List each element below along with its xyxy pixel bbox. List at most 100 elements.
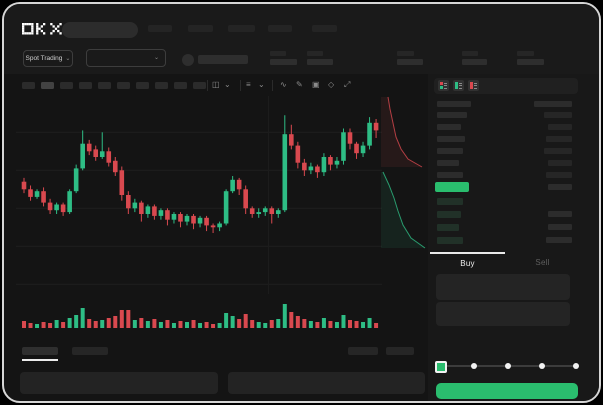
market-type-label: Spot Trading: [25, 55, 63, 62]
interval-button-3[interactable]: [79, 82, 92, 89]
interval-button-2[interactable]: [60, 82, 73, 89]
stat-value-4: [517, 59, 544, 65]
stat-label-3: [462, 51, 478, 56]
orderbook-header-left: [437, 101, 471, 107]
tab-buy[interactable]: Buy: [430, 252, 505, 272]
stat-value-0: [270, 59, 297, 65]
tab-sell[interactable]: Sell: [505, 252, 580, 272]
bottom-toolbar-block-1[interactable]: [386, 347, 414, 355]
settings-icon[interactable]: ◇: [328, 80, 335, 89]
bottom-tab-1[interactable]: [72, 347, 108, 355]
nav-item-0[interactable]: [148, 25, 172, 32]
orderbook-asks-icon[interactable]: [468, 80, 479, 91]
bottom-tab-active-underline: [22, 359, 58, 361]
market-type-dropdown[interactable]: Spot Trading ⌄: [23, 50, 73, 67]
slider-stop-75[interactable]: [539, 363, 545, 369]
last-price-amount: [548, 184, 572, 190]
pair-selector-dropdown[interactable]: ⌄: [86, 49, 166, 67]
indicators-icon[interactable]: ≡: [246, 80, 251, 89]
chevron-down-icon[interactable]: ⌄: [258, 80, 265, 89]
orderbook-both-icon[interactable]: [438, 80, 449, 91]
fullscreen-icon[interactable]: ⤢: [344, 80, 351, 89]
orderbook-icon-line: [474, 85, 477, 86]
nav-item-4[interactable]: [312, 25, 337, 32]
orderbook-icon-line: [459, 87, 462, 89]
orderbook-icon-line: [474, 82, 477, 84]
nav-item-2[interactable]: [228, 25, 255, 32]
ask-row-amount[interactable]: [548, 160, 572, 166]
last-price-bar[interactable]: [435, 182, 469, 192]
orderbook-icon-color-bar: [440, 82, 443, 85]
interval-button-5[interactable]: [117, 82, 130, 89]
orderbook-bids-icon[interactable]: [453, 80, 464, 91]
line-tools-icon[interactable]: ∿: [280, 80, 287, 89]
sell-tab-label: Sell: [535, 257, 550, 267]
interval-button-7[interactable]: [155, 82, 168, 89]
search-input[interactable]: [62, 22, 138, 38]
interval-button-8[interactable]: [174, 82, 187, 89]
stat-label-0: [270, 51, 286, 56]
percent-slider-handle[interactable]: [435, 361, 447, 373]
depth-chart[interactable]: [381, 95, 429, 253]
pair-name-placeholder: [198, 55, 248, 64]
bid-row-price[interactable]: [437, 198, 463, 205]
bottom-table-panel-1: [228, 372, 425, 394]
camera-snapshot-icon[interactable]: ▣: [312, 80, 320, 89]
candlestick-chart[interactable]: [16, 96, 382, 294]
bid-row-price[interactable]: [437, 224, 459, 231]
ask-row-amount[interactable]: [546, 136, 572, 142]
header-band: [4, 4, 599, 74]
ask-row-amount[interactable]: [548, 124, 572, 130]
interval-button-9[interactable]: [193, 82, 206, 89]
ask-row-price[interactable]: [437, 160, 459, 166]
ask-row-price[interactable]: [437, 172, 463, 178]
ask-row-amount[interactable]: [544, 112, 572, 118]
candle-style-icon[interactable]: ◫: [212, 80, 220, 89]
orderbook-icon-color-bar: [440, 85, 443, 89]
amount-field[interactable]: [436, 302, 570, 326]
chevron-down-icon: ⌄: [65, 55, 71, 62]
price-field[interactable]: [436, 274, 570, 300]
bottom-table-panel-0: [20, 372, 218, 394]
interval-button-6[interactable]: [136, 82, 149, 89]
volume-chart[interactable]: [16, 302, 382, 328]
bottom-toolbar-block-0[interactable]: [348, 347, 378, 355]
bid-row-amount[interactable]: [548, 224, 572, 230]
interval-button-1[interactable]: [41, 82, 54, 89]
orderbook-icon-line: [459, 82, 462, 84]
slider-stop-50[interactable]: [505, 363, 511, 369]
ask-row-amount[interactable]: [544, 148, 572, 154]
slider-stop-25[interactable]: [471, 363, 477, 369]
ask-row-price[interactable]: [437, 112, 467, 118]
orderbook-icon-line: [444, 82, 447, 84]
buy-submit-button[interactable]: [436, 383, 578, 399]
ask-row-price[interactable]: [437, 148, 463, 154]
orderbook-icon-line: [459, 85, 462, 86]
draw-icon[interactable]: ✎: [296, 80, 303, 89]
bottom-tab-0[interactable]: [22, 347, 58, 355]
orderbook-icon-color-bar: [455, 82, 458, 89]
interval-button-0[interactable]: [22, 82, 35, 89]
toolbar-divider: [207, 80, 208, 91]
ask-row-price[interactable]: [437, 124, 461, 130]
bid-row-amount[interactable]: [546, 237, 572, 243]
orderbook-icon-color-bar: [470, 82, 473, 89]
stat-value-1: [307, 59, 333, 65]
bid-row-amount[interactable]: [548, 211, 572, 217]
stat-value-3: [462, 59, 487, 65]
chevron-down-icon[interactable]: ⌄: [224, 80, 231, 89]
stat-label-2: [397, 51, 414, 56]
slider-stop-100[interactable]: [573, 363, 579, 369]
toolbar-divider: [240, 80, 241, 91]
ask-row-price[interactable]: [437, 136, 465, 142]
stat-label-1: [307, 51, 323, 56]
nav-item-1[interactable]: [188, 25, 213, 32]
toolbar-divider: [272, 80, 273, 91]
bid-row-price[interactable]: [437, 211, 461, 218]
nav-item-3[interactable]: [268, 25, 292, 32]
interval-button-4[interactable]: [98, 82, 111, 89]
ask-row-amount[interactable]: [546, 172, 572, 178]
bid-row-price[interactable]: [437, 237, 463, 244]
